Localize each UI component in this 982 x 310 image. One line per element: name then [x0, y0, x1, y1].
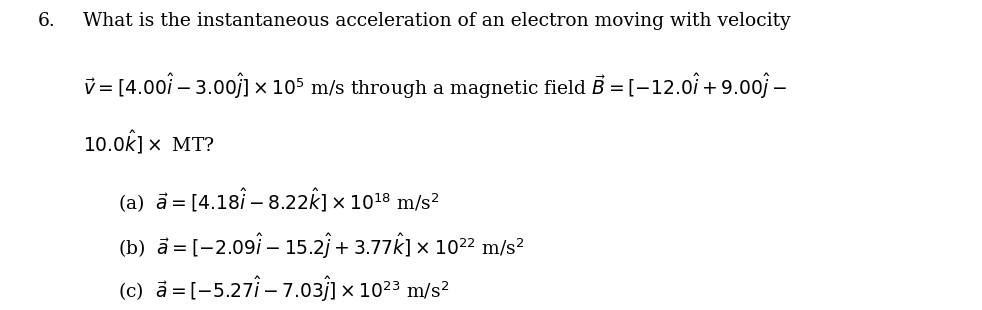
- Text: 6.: 6.: [37, 12, 55, 30]
- Text: $10.0\hat{k}]\times$ MT?: $10.0\hat{k}]\times$ MT?: [83, 129, 215, 157]
- Text: (b)  $\vec{a} = [-2.09\hat{i} - 15.2\hat{j} + 3.77\hat{k}] \times 10^{22}$ m/s$^: (b) $\vec{a} = [-2.09\hat{i} - 15.2\hat{…: [118, 231, 524, 261]
- Text: What is the instantaneous acceleration of an electron moving with velocity: What is the instantaneous acceleration o…: [83, 12, 791, 30]
- Text: (a)  $\vec{a} = [4.18\hat{i} - 8.22\hat{k}] \times 10^{18}$ m/s$^2$: (a) $\vec{a} = [4.18\hat{i} - 8.22\hat{k…: [118, 186, 440, 215]
- Text: (c)  $\vec{a} = [-5.27\hat{i} - 7.03\hat{j}] \times 10^{23}$ m/s$^2$: (c) $\vec{a} = [-5.27\hat{i} - 7.03\hat{…: [118, 274, 449, 304]
- Text: $\vec{v} = [4.00\hat{i}-3.00\hat{j}]\times10^5$ m/s through a magnetic field $\v: $\vec{v} = [4.00\hat{i}-3.00\hat{j}]\tim…: [83, 71, 788, 101]
